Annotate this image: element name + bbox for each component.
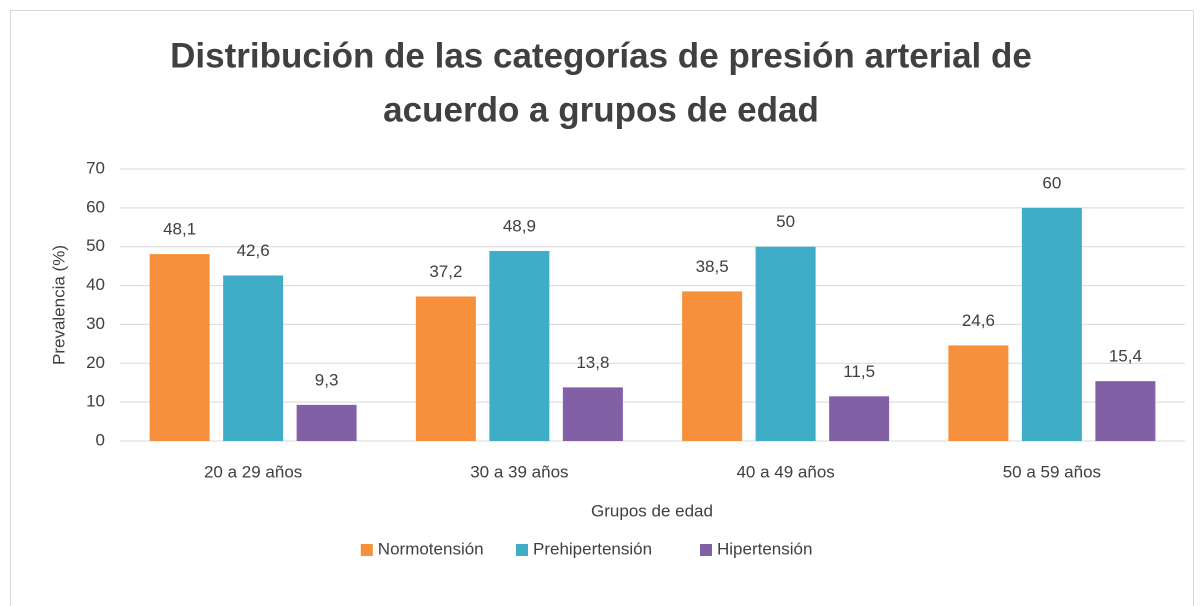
data-label: 15,4	[1109, 347, 1142, 366]
bar	[755, 246, 816, 441]
y-tick-label: 50	[86, 236, 105, 255]
x-axis-title: Grupos de edad	[591, 501, 713, 520]
x-tick-label: 30 a 39 años	[470, 462, 568, 481]
data-label: 37,2	[429, 262, 462, 281]
data-label: 11,5	[843, 362, 875, 381]
y-tick-label: 70	[86, 158, 105, 177]
data-label: 9,3	[315, 370, 339, 389]
x-tick-label: 20 a 29 años	[204, 462, 302, 481]
legend-swatch	[360, 544, 373, 556]
data-label: 24,6	[962, 311, 995, 330]
legend-label: Hipertensión	[717, 539, 812, 558]
bar	[948, 345, 1009, 441]
legend-label: Prehipertensión	[533, 539, 652, 558]
y-tick-label: 60	[86, 197, 105, 216]
bar	[296, 404, 357, 441]
legend-swatch	[516, 544, 528, 556]
chart-title: Distribución de las categorías de presió…	[170, 36, 1032, 75]
data-label: 42,6	[237, 241, 270, 260]
bar	[415, 296, 476, 441]
bar	[223, 275, 284, 441]
bar	[149, 254, 210, 441]
y-tick-label: 10	[86, 392, 105, 411]
chart-title: acuerdo a grupos de edad	[383, 90, 819, 129]
y-tick-label: 0	[96, 430, 105, 449]
x-tick-label: 50 a 59 años	[1003, 462, 1101, 481]
data-label: 60	[1042, 173, 1061, 192]
data-label: 48,1	[163, 220, 196, 239]
y-tick-label: 20	[86, 353, 105, 372]
data-label: 50	[776, 212, 795, 231]
legend-swatch	[700, 544, 712, 556]
bar	[829, 396, 890, 441]
data-label: 48,9	[503, 216, 536, 235]
legend-label: Normotensión	[378, 539, 484, 558]
bar	[562, 387, 623, 441]
y-tick-label: 40	[86, 275, 105, 294]
data-label: 13,8	[576, 353, 609, 372]
bar	[489, 250, 550, 441]
y-axis-title: Prevalencia (%)	[49, 245, 68, 365]
bar	[682, 291, 743, 441]
x-tick-label: 40 a 49 años	[736, 462, 834, 481]
data-label: 38,5	[696, 257, 729, 276]
bar	[1021, 207, 1082, 441]
bar	[1095, 381, 1156, 441]
y-tick-label: 30	[86, 314, 105, 333]
